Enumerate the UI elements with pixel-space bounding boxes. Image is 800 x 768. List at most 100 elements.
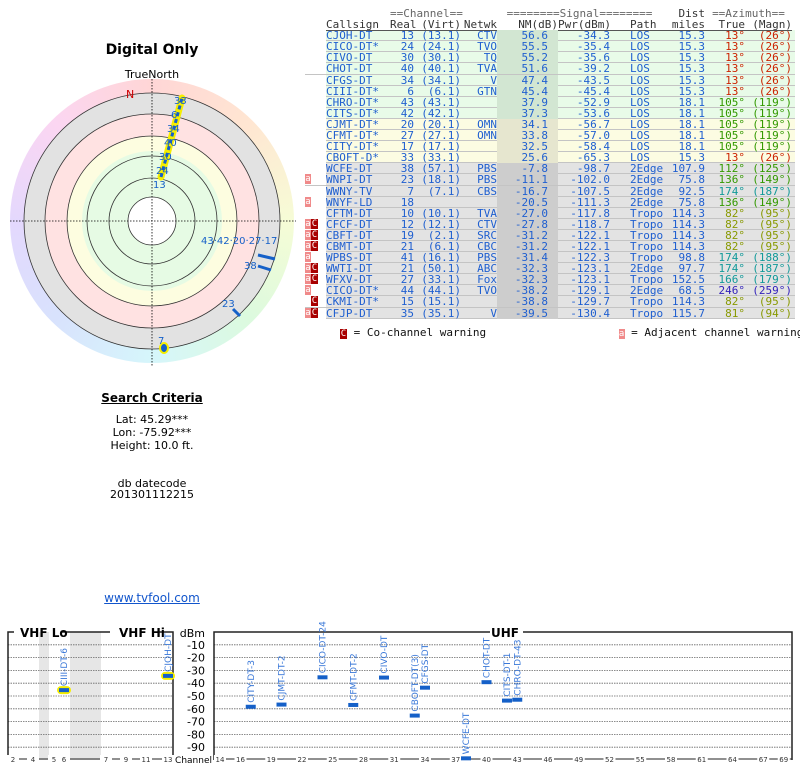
cell-netwk (461, 97, 497, 108)
cell-callsign[interactable]: CHOT-DT (326, 62, 373, 76)
table-row[interactable]: a WPBS-DT 41 (16.1) PBS -31.4 -122.3 Tropo 98.8 1… (305, 251, 795, 265)
cell-pwr: -39.2 (576, 62, 610, 76)
cell-dist: 114.3 (671, 228, 705, 242)
cell-callsign[interactable]: WPBS-DT (326, 251, 373, 265)
cell-callsign[interactable]: CFJP-DT (326, 306, 373, 320)
cell-nm: -31.2 (497, 229, 558, 241)
cell-dist: 92.5 (678, 184, 706, 198)
table-row[interactable]: a C CBMT-DT 21 (6.1) CBC -31.2 -122.1 Tropo 114.3… (305, 239, 795, 253)
table-row[interactable]: CITS-DT* 42 (42.1) 37.3 -53.6 LOS 18.1 105° (119… (305, 106, 795, 120)
cell-callsign[interactable]: CFCF-DT (326, 217, 373, 231)
cell-callsign[interactable]: WCFE-DT (326, 162, 373, 176)
cell-callsign[interactable]: CJMT-DT* (326, 117, 379, 131)
cell-callsign[interactable]: CICO-DT* (326, 284, 379, 298)
table-row[interactable]: a CICO-DT* 44 (44.1) TVO -38.2 -129.1 2Edge 68.5… (305, 284, 795, 298)
cell-callsign[interactable]: WFXV-DT (326, 273, 373, 287)
tvfool-link[interactable]: www.tvfool.com (104, 591, 200, 605)
cell-path: Tropo (630, 306, 664, 320)
cell-callsign[interactable]: CITS-DT* (326, 106, 379, 120)
column-header-virt[interactable]: (Virt) (414, 19, 461, 32)
cell-callsign[interactable]: CKMI-DT* (326, 295, 379, 309)
adjacent-warning-icon: a (305, 174, 311, 185)
column-header-true[interactable]: True (705, 19, 745, 32)
table-row[interactable]: a C CBFT-DT 19 (2.1) SRC -31.2 -122.1 Tropo 114.3… (305, 228, 795, 242)
table-row[interactable]: CJMT-DT* 20 (20.1) OMN 34.1 -56.7 LOS 18.1 105° (… (305, 117, 795, 131)
cell-callsign[interactable]: CBOFT-D* (326, 151, 379, 165)
signal-mark (502, 698, 512, 703)
cell-nm: 37.3 (497, 107, 558, 119)
cell-dist: 15.3 (678, 40, 706, 54)
x-tick-bg (214, 755, 226, 763)
table-row[interactable]: CITY-DT* 17 (17.1) 32.5 -58.4 LOS 18.1 105° (119… (305, 140, 795, 154)
table-row[interactable]: CHRO-DT* 43 (43.1) 37.9 -52.9 LOS 18.1 105° (119… (305, 95, 795, 109)
cell-callsign[interactable]: CBFT-DT (326, 228, 373, 242)
cell-pwr: -122.1 (570, 239, 610, 253)
cell-pwr: -65.3 (576, 151, 610, 165)
column-header-callsign[interactable]: Callsign (326, 19, 390, 32)
polar-plot: N 33 6 34 40 30 24 13 43·42·20·27·17 38 23 7 (10, 79, 296, 366)
table-row[interactable]: WCFE-DT 38 (57.1) PBS -7.8 -98.7 2Edge 107.9 112… (305, 162, 795, 176)
cell-virt: (12.1) (421, 217, 461, 231)
cell-callsign[interactable]: CJOH-DT (326, 29, 373, 43)
column-header-pwr[interactable]: Pwr(dBm) (558, 18, 611, 32)
cell-true: 13° (725, 62, 745, 76)
cell-callsign[interactable]: CFTM-DT (326, 206, 373, 220)
column-header-path[interactable]: Path (610, 19, 670, 32)
column-header-netwk[interactable]: Netwk (461, 19, 497, 32)
table-row[interactable]: C CKMI-DT* 15 (15.1) -38.8 -129.7 Tropo 114.3 82… (305, 295, 795, 309)
cell-netwk: SRC (477, 228, 497, 242)
table-row[interactable]: a C CFCF-DT 12 (12.1) CTV -27.8 -118.7 Tropo 114.… (305, 217, 795, 231)
signal-group-header: ========Signal======== (506, 7, 653, 20)
x-tick-bg (326, 755, 339, 763)
table-row[interactable]: a C CFJP-DT 35 (35.1) V -39.5 -130.4 Tropo 115.7 8… (305, 306, 795, 320)
signal-label: CBOFT-DT(3) (411, 654, 421, 712)
cell-callsign[interactable]: CICO-DT* (326, 40, 379, 54)
x-tick-bg (695, 755, 708, 763)
cell-callsign[interactable]: WWNY-TV (326, 184, 373, 198)
cell-nm: 56.6 (497, 30, 558, 42)
table-row[interactable]: CJOH-DT 13 (13.1) CTV 56.6 -34.3 LOS 15.3 13° (26… (305, 29, 795, 43)
cell-true: 105° (718, 140, 746, 154)
x-tick-label: 13 (164, 756, 173, 764)
table-row[interactable]: CIII-DT* 6 (6.1) GTN 45.4 -45.4 LOS 15.3 13° (26°… (305, 84, 795, 98)
table-row[interactable]: CFGS-DT 34 (34.1) V 47.4 -43.5 LOS 15.3 13° (26°) (305, 73, 795, 87)
cell-path: Tropo (630, 228, 664, 242)
cell-callsign[interactable]: CFMT-DT* (326, 129, 379, 143)
cell-real: 30 (400, 51, 414, 65)
cell-callsign[interactable]: WNYF-LD (326, 195, 373, 209)
x-tick-bg (27, 755, 39, 763)
column-header-real[interactable]: Real (390, 18, 417, 32)
table-row[interactable]: CICO-DT* 24 (24.1) TVO 55.5 -35.4 LOS 15.3 13° (2… (305, 40, 795, 54)
column-header-magn[interactable]: (Magn) (745, 19, 792, 32)
table-row[interactable]: a WNPI-DT 23 (18.1) PBS -11.1 -102.0 2Edge 75.8 1… (305, 173, 795, 187)
table-row[interactable]: CFMT-DT* 27 (27.1) OMN 33.8 -57.0 LOS 18.1 105° (… (305, 129, 795, 143)
cell-callsign[interactable]: CITY-DT* (326, 140, 379, 154)
table-row[interactable]: a WNYF-LD 18 -20.5 -111.3 2Edge 75.8 136° (149°) (305, 195, 795, 209)
cell-pwr: -43.5 (576, 73, 610, 87)
table-row[interactable]: a C WWTI-DT 21 (50.1) ABC -32.3 -123.1 2Edge 97.7… (305, 262, 795, 276)
table-row[interactable]: CHOT-DT 40 (40.1) TVA 51.6 -39.2 LOS 15.3 13° (26… (305, 62, 795, 76)
cell-callsign[interactable]: CIII-DT* (326, 84, 379, 98)
cell-callsign[interactable]: CFGS-DT (326, 73, 373, 87)
column-header-dist[interactable]: miles (670, 18, 705, 32)
cell-callsign[interactable]: WNPI-DT (326, 173, 373, 187)
table-row[interactable]: CIVO-DT 30 (30.1) TQ 55.2 -35.6 LOS 15.3 13° (26°… (305, 51, 795, 65)
table-row[interactable]: CBOFT-D* 33 (33.1) 25.6 -65.3 LOS 15.3 13° (26°) (305, 151, 795, 165)
cell-pwr: -45.4 (576, 84, 610, 98)
table-row[interactable]: WWNY-TV 7 (7.1) CBS -16.7 -107.5 2Edge 92.5 174°… (305, 184, 795, 198)
cell-callsign[interactable]: WWTI-DT (326, 262, 373, 276)
cell-magn: (149°) (752, 195, 792, 209)
cell-callsign[interactable]: CIVO-DT (326, 51, 373, 65)
cell-callsign[interactable]: CBMT-DT (326, 239, 373, 253)
warning-cell (305, 85, 326, 97)
cell-path: LOS (630, 84, 650, 98)
x-tick-label: 28 (359, 756, 368, 764)
adjacent-warning-icon: a (305, 218, 311, 229)
cell-callsign[interactable]: CHRO-DT* (326, 95, 379, 109)
table-row[interactable]: a C WFXV-DT 27 (33.1) Fox -32.3 -123.1 Tropo 152.… (305, 273, 795, 287)
cell-virt: (15.1) (421, 295, 461, 309)
table-row[interactable]: CFTM-DT 10 (10.1) TVA -27.0 -117.8 Tropo 114.3 8… (305, 206, 795, 220)
cell-dist: 114.3 (671, 217, 705, 231)
